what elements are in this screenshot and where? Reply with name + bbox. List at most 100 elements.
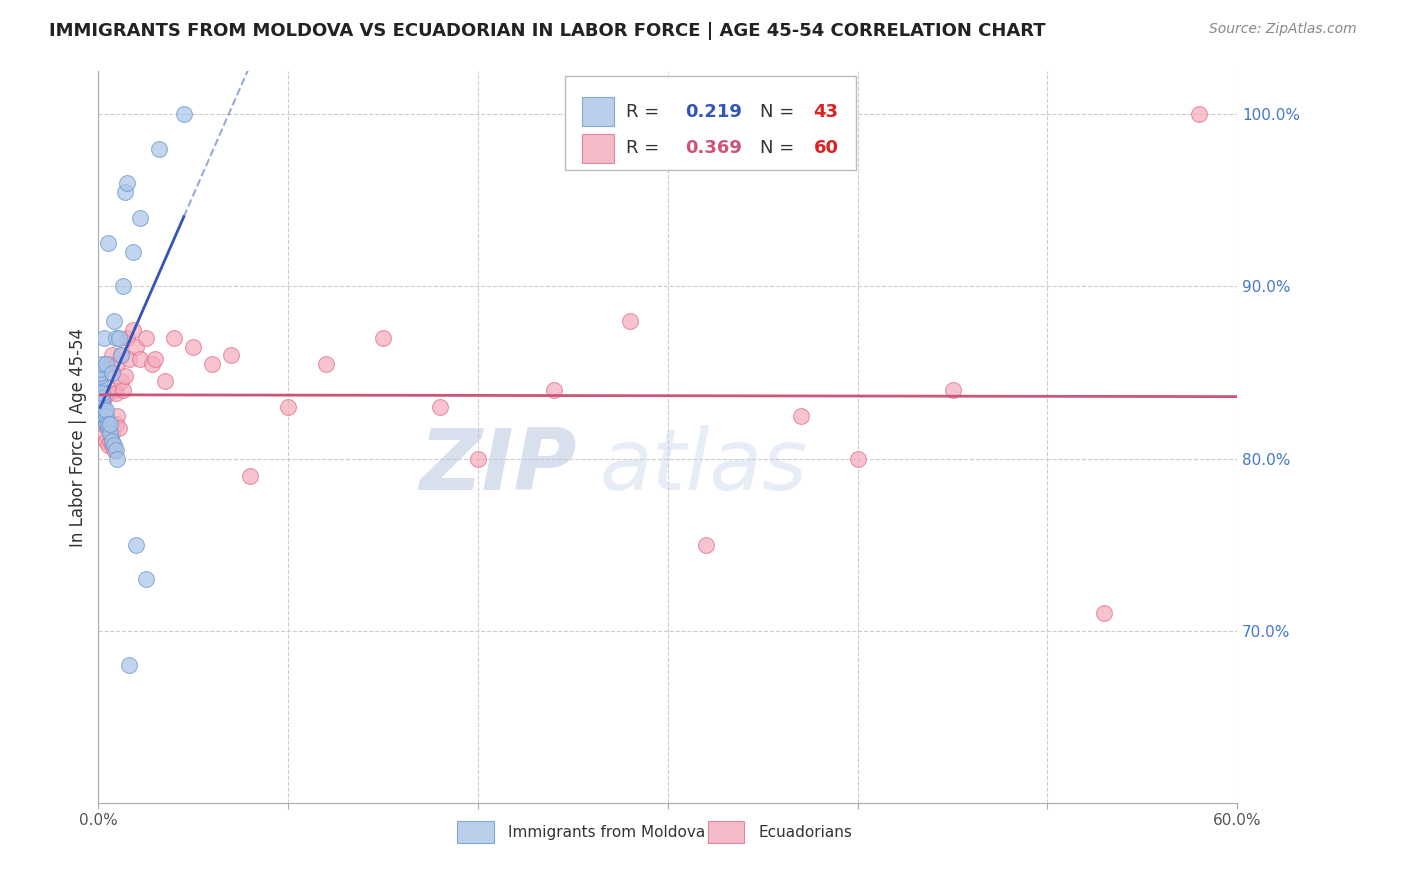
Point (89, 396, 111, 410)
Point (91, 403, 114, 417)
Point (110, 348, 132, 362)
Text: Immigrants from Moldova: Immigrants from Moldova (509, 824, 706, 839)
Point (93, 331, 115, 345)
Point (89, 366, 111, 380)
Point (100, 425, 122, 440)
Point (129, 211, 152, 225)
Point (94, 417, 117, 432)
Point (89, 392, 111, 406)
Point (94, 434, 117, 449)
Point (108, 331, 131, 345)
Point (371, 331, 394, 345)
Point (467, 451, 489, 466)
Text: 60: 60 (814, 139, 838, 157)
Point (110, 374, 132, 388)
Point (121, 245, 143, 260)
Point (93, 425, 115, 440)
Point (89, 374, 111, 388)
Point (103, 314, 125, 328)
Point (118, 658, 141, 673)
Text: 43: 43 (814, 103, 838, 120)
Point (173, 107, 195, 121)
Point (135, 572, 157, 586)
Point (183, 340, 205, 354)
Point (114, 369, 136, 384)
Text: R =: R = (626, 103, 665, 120)
Point (114, 185, 136, 199)
Point (115, 176, 138, 190)
Point (125, 340, 148, 354)
Point (103, 438, 125, 452)
Text: 0.369: 0.369 (685, 139, 742, 157)
Point (107, 357, 129, 371)
Point (91, 400, 114, 414)
Text: N =: N = (761, 139, 800, 157)
Point (103, 383, 125, 397)
Point (98, 417, 121, 432)
Point (91, 409, 114, 423)
Point (790, 409, 813, 423)
Point (97, 420, 120, 434)
Point (148, 142, 170, 156)
Point (221, 348, 243, 362)
Bar (582, 134, 614, 163)
Point (91, 392, 114, 406)
Point (153, 374, 176, 388)
Point (89, 369, 111, 384)
Point (100, 366, 122, 380)
Point (94, 409, 117, 423)
Point (429, 400, 451, 414)
Text: Ecuadorians: Ecuadorians (759, 824, 853, 839)
Point (315, 357, 337, 371)
Point (98, 425, 121, 440)
Point (100, 434, 122, 449)
Point (107, 409, 129, 423)
Point (97, 236, 120, 251)
Point (104, 386, 127, 401)
Point (129, 351, 152, 366)
Point (695, 538, 717, 552)
Point (201, 357, 224, 371)
Point (93, 409, 115, 423)
FancyBboxPatch shape (565, 77, 856, 170)
Point (89, 383, 111, 397)
Point (1094, 607, 1116, 621)
Text: Source: ZipAtlas.com: Source: ZipAtlas.com (1209, 22, 1357, 37)
Point (112, 383, 135, 397)
Point (97, 417, 120, 432)
Point (91, 417, 114, 432)
Text: IMMIGRANTS FROM MOLDOVA VS ECUADORIAN IN LABOR FORCE | AGE 45-54 CORRELATION CHA: IMMIGRANTS FROM MOLDOVA VS ECUADORIAN IN… (49, 22, 1046, 40)
Point (104, 331, 127, 345)
Point (94, 357, 117, 371)
Point (91, 392, 114, 406)
Point (846, 451, 869, 466)
Point (100, 438, 122, 452)
Point (98, 434, 121, 449)
Point (277, 400, 299, 414)
Y-axis label: In Labor Force | Age 45-54: In Labor Force | Age 45-54 (69, 327, 87, 547)
Point (89, 386, 111, 401)
Point (100, 348, 122, 362)
Point (93, 403, 115, 417)
Point (89, 403, 111, 417)
Point (104, 417, 127, 432)
Point (112, 279, 135, 293)
Point (91, 396, 114, 410)
Point (107, 451, 129, 466)
Point (98, 357, 121, 371)
Point (110, 348, 132, 362)
Bar (457, 821, 494, 843)
Point (94, 417, 117, 432)
Point (97, 438, 120, 452)
Text: atlas: atlas (599, 425, 807, 508)
Point (145, 351, 167, 366)
Point (108, 420, 131, 434)
Point (104, 442, 127, 457)
Bar (582, 97, 614, 127)
Bar (707, 821, 744, 843)
Point (125, 538, 148, 552)
Point (89, 362, 111, 376)
Point (141, 357, 163, 371)
Point (103, 442, 125, 457)
Point (115, 331, 138, 345)
